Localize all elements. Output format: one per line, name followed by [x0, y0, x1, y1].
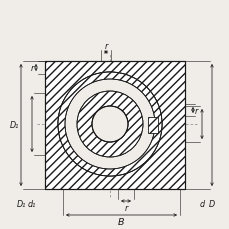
Text: d: d	[199, 199, 204, 208]
Text: B: B	[118, 217, 124, 226]
Text: D: D	[208, 199, 214, 208]
Text: d₁: d₁	[28, 199, 36, 208]
Text: r: r	[104, 42, 107, 51]
Text: D₁: D₁	[16, 199, 26, 208]
Bar	[45, 62, 184, 189]
Text: r: r	[194, 106, 197, 115]
Circle shape	[92, 106, 128, 142]
Text: r: r	[124, 203, 127, 212]
Bar	[45, 62, 184, 189]
Circle shape	[58, 73, 161, 176]
Text: r: r	[31, 64, 34, 73]
Bar	[147, 117, 157, 134]
Text: D₁: D₁	[10, 121, 19, 130]
